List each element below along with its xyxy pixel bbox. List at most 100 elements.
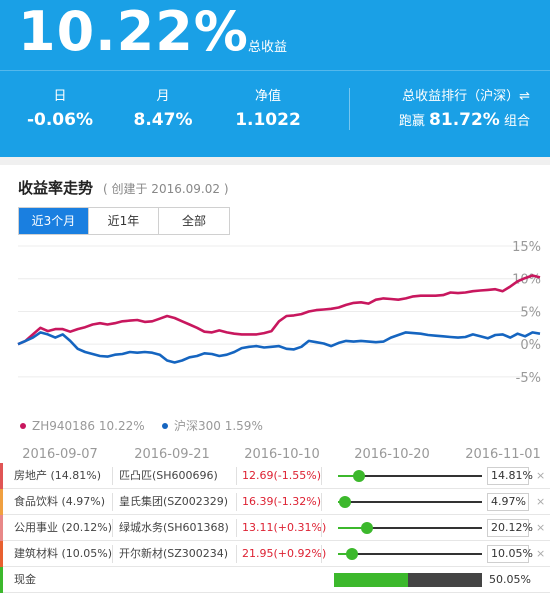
sector-color-stripe [0, 463, 3, 489]
chart-legend: ZH940186 10.22% 沪深300 1.59% [20, 419, 263, 433]
tab-all[interactable]: 全部 [181, 214, 206, 228]
rank-block[interactable]: 总收益排行（沪深）⇌ 跑赢 81.72% 组合 [386, 88, 530, 134]
y-tick-label: -5% [516, 371, 541, 386]
y-tick-label: 0% [520, 338, 541, 353]
table-row: 建筑材料 (10.05%) 开尔新材(SZ300234) 21.95(+0.92… [0, 541, 550, 567]
cash-color-stripe [0, 567, 3, 593]
weight-input[interactable]: 14.81% [487, 467, 533, 485]
weight-slider[interactable] [338, 522, 482, 534]
x-tick-label: 2016-10-10 [244, 447, 320, 462]
cell-divider [321, 545, 322, 563]
stock-name[interactable]: 绿城水务(SH601368) [119, 521, 229, 534]
return-chart: 15% 10% 5% 0% -5% ZH940186 10.22% 沪深300 1.59%… [17, 240, 541, 462]
sector-label: 建筑材料 (10.05%) [14, 547, 113, 560]
stat-nav-value: 1.1022 [235, 110, 301, 130]
tab-1-year[interactable]: 近1年 [89, 208, 159, 234]
legend-dot [20, 423, 26, 429]
series-line-index [17, 331, 541, 364]
cell-divider [236, 519, 237, 537]
sector-label: 食品饮料 (4.97%) [14, 495, 106, 508]
total-return-value: 10.22% [18, 0, 249, 63]
remove-icon[interactable]: × [536, 495, 546, 508]
sector-color-stripe [0, 541, 3, 567]
rank-row: 跑赢 81.72% 组合 [386, 108, 530, 134]
y-tick-label: 10% [512, 273, 541, 288]
slider-handle[interactable] [361, 522, 373, 534]
cell-divider [112, 519, 113, 537]
stock-price: 13.11(+0.31%) [242, 521, 327, 534]
slider-handle[interactable] [353, 470, 365, 482]
remove-icon[interactable]: × [536, 547, 546, 560]
sector-color-stripe [0, 489, 3, 515]
stock-name[interactable]: 开尔新材(SZ300234) [119, 547, 229, 560]
legend-entry: 沪深300 1.59% [174, 419, 263, 433]
weight-input[interactable]: 4.97% [487, 493, 529, 511]
stat-monthly: 月 8.47% [128, 88, 198, 132]
range-tabs: 近3个月 近1年 全部 [18, 207, 230, 235]
remove-icon[interactable]: × [536, 469, 546, 482]
sector-color-stripe [0, 515, 3, 541]
summary-header: 10.22% 总收益 日 -0.06% 月 8.47% 净值 1.1022 总收… [0, 0, 550, 157]
cell-divider [112, 545, 113, 563]
chart-section-subtitle: ( 创建于 2016.09.02 ) [103, 182, 229, 196]
stat-monthly-value: 8.47% [133, 110, 193, 130]
cell-divider [236, 545, 237, 563]
legend-dot [162, 423, 168, 429]
table-row: 食品饮料 (4.97%) 皇氏集团(SZ002329) 16.39(-1.32%… [0, 489, 550, 515]
weight-input[interactable]: 10.05% [487, 545, 533, 563]
cell-divider [321, 467, 322, 485]
stat-daily-value: -0.06% [26, 110, 94, 130]
x-tick-label: 2016-10-20 [354, 447, 430, 462]
cash-row: 现金 50.05% [0, 567, 550, 593]
slider-fill [338, 527, 367, 529]
legend-entry: ZH940186 10.22% [32, 419, 145, 433]
x-tick-label: 2016-09-07 [22, 447, 98, 462]
stock-name[interactable]: 匹凸匹(SH600696) [119, 469, 218, 482]
chart-section-title: 收益率走势 [18, 179, 94, 197]
cell-divider [112, 467, 113, 485]
cash-weight-bar [334, 573, 482, 587]
stat-daily: 日 -0.06% [25, 88, 95, 132]
cash-label: 现金 [14, 573, 36, 586]
tab-3-months[interactable]: 近3个月 [19, 208, 89, 234]
y-tick-label: 5% [520, 305, 541, 320]
stat-nav-label: 净值 [254, 89, 281, 104]
weight-slider[interactable] [338, 496, 482, 508]
chart-x-ticks: 2016-09-07 2016-09-21 2016-10-10 2016-10-20… [22, 447, 541, 462]
weight-slider[interactable] [338, 470, 482, 482]
stock-price: 16.39(-1.32%) [242, 495, 321, 508]
holdings-table: 房地产 (14.81%) 匹凸匹(SH600696) 12.69(-1.55%)… [0, 463, 550, 593]
stat-monthly-label: 月 [156, 89, 170, 104]
chart-y-ticks: 15% 10% 5% 0% -5% [512, 240, 541, 386]
cell-divider [112, 493, 113, 511]
rank-prefix: 跑赢 [398, 114, 425, 129]
slider-handle[interactable] [339, 496, 351, 508]
section-gap [0, 157, 550, 165]
stock-price: 21.95(+0.92%) [242, 547, 327, 560]
stat-separator [349, 88, 350, 130]
y-tick-label: 15% [512, 240, 541, 255]
stock-name[interactable]: 皇氏集团(SZ002329) [119, 495, 229, 508]
x-tick-label: 2016-09-21 [134, 447, 210, 462]
stat-nav: 净值 1.1022 [228, 88, 308, 132]
chart-grid [18, 245, 540, 378]
sector-label: 公用事业 (20.12%) [14, 521, 113, 534]
slider-handle[interactable] [346, 548, 358, 560]
table-row: 公用事业 (20.12%) 绿城水务(SH601368) 13.11(+0.31… [0, 515, 550, 541]
cell-divider [236, 493, 237, 511]
x-tick-label: 2016-11-01 [465, 447, 541, 462]
stat-daily-label: 日 [53, 89, 67, 104]
remove-icon[interactable]: × [536, 521, 546, 534]
chart-lines [17, 274, 541, 364]
cash-weight-value: 50.05% [489, 573, 531, 586]
slider-fill [338, 475, 359, 477]
rank-suffix: 组合 [503, 114, 530, 129]
rank-value: 81.72% [429, 110, 500, 130]
cell-divider [236, 467, 237, 485]
rank-label[interactable]: 总收益排行（沪深）⇌ [402, 89, 530, 104]
table-row: 房地产 (14.81%) 匹凸匹(SH600696) 12.69(-1.55%)… [0, 463, 550, 489]
weight-input[interactable]: 20.12% [487, 519, 533, 537]
sector-label: 房地产 (14.81%) [14, 469, 102, 482]
weight-slider[interactable] [338, 548, 482, 560]
stock-price: 12.69(-1.55%) [242, 469, 321, 482]
